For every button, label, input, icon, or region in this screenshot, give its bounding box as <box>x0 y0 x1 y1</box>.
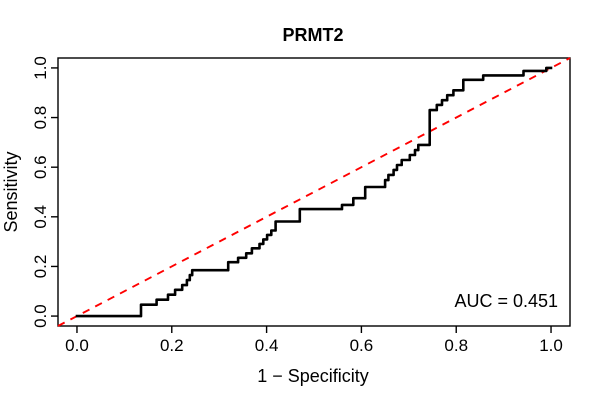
x-axis-title: 1 − Specificity <box>257 366 369 386</box>
x-axis-tick-label: 0.4 <box>255 336 279 355</box>
y-axis-tick-label: 0.6 <box>31 155 50 179</box>
y-axis-title: Sensitivity <box>1 151 21 232</box>
y-axis-tick-label: 0.4 <box>31 205 50 229</box>
roc-curve <box>75 66 553 318</box>
plot-area: 0.0 0.2 0.4 0.6 0.8 1.0 0.0 0.2 0.4 0.6 0.8 1.0 <box>31 56 571 355</box>
y-axis-tick-label: 0.8 <box>31 106 50 130</box>
x-axis-tick-label: 1.0 <box>539 336 563 355</box>
y-axis-tick-label: 1.0 <box>31 56 50 80</box>
y-axis-tick-label: 0.2 <box>31 255 50 279</box>
x-axis-tick-label: 0.8 <box>444 336 468 355</box>
reference-diagonal <box>57 57 571 327</box>
auc-annotation: AUC = 0.451 <box>454 291 558 311</box>
plot-box <box>57 57 571 327</box>
y-axis-tick-label: 0.0 <box>31 304 50 328</box>
x-axis-tick-label: 0.2 <box>160 336 184 355</box>
x-axis-tick-label: 0.0 <box>65 336 89 355</box>
x-axis-tick-label: 0.6 <box>350 336 374 355</box>
chart-title: PRMT2 <box>282 25 343 45</box>
